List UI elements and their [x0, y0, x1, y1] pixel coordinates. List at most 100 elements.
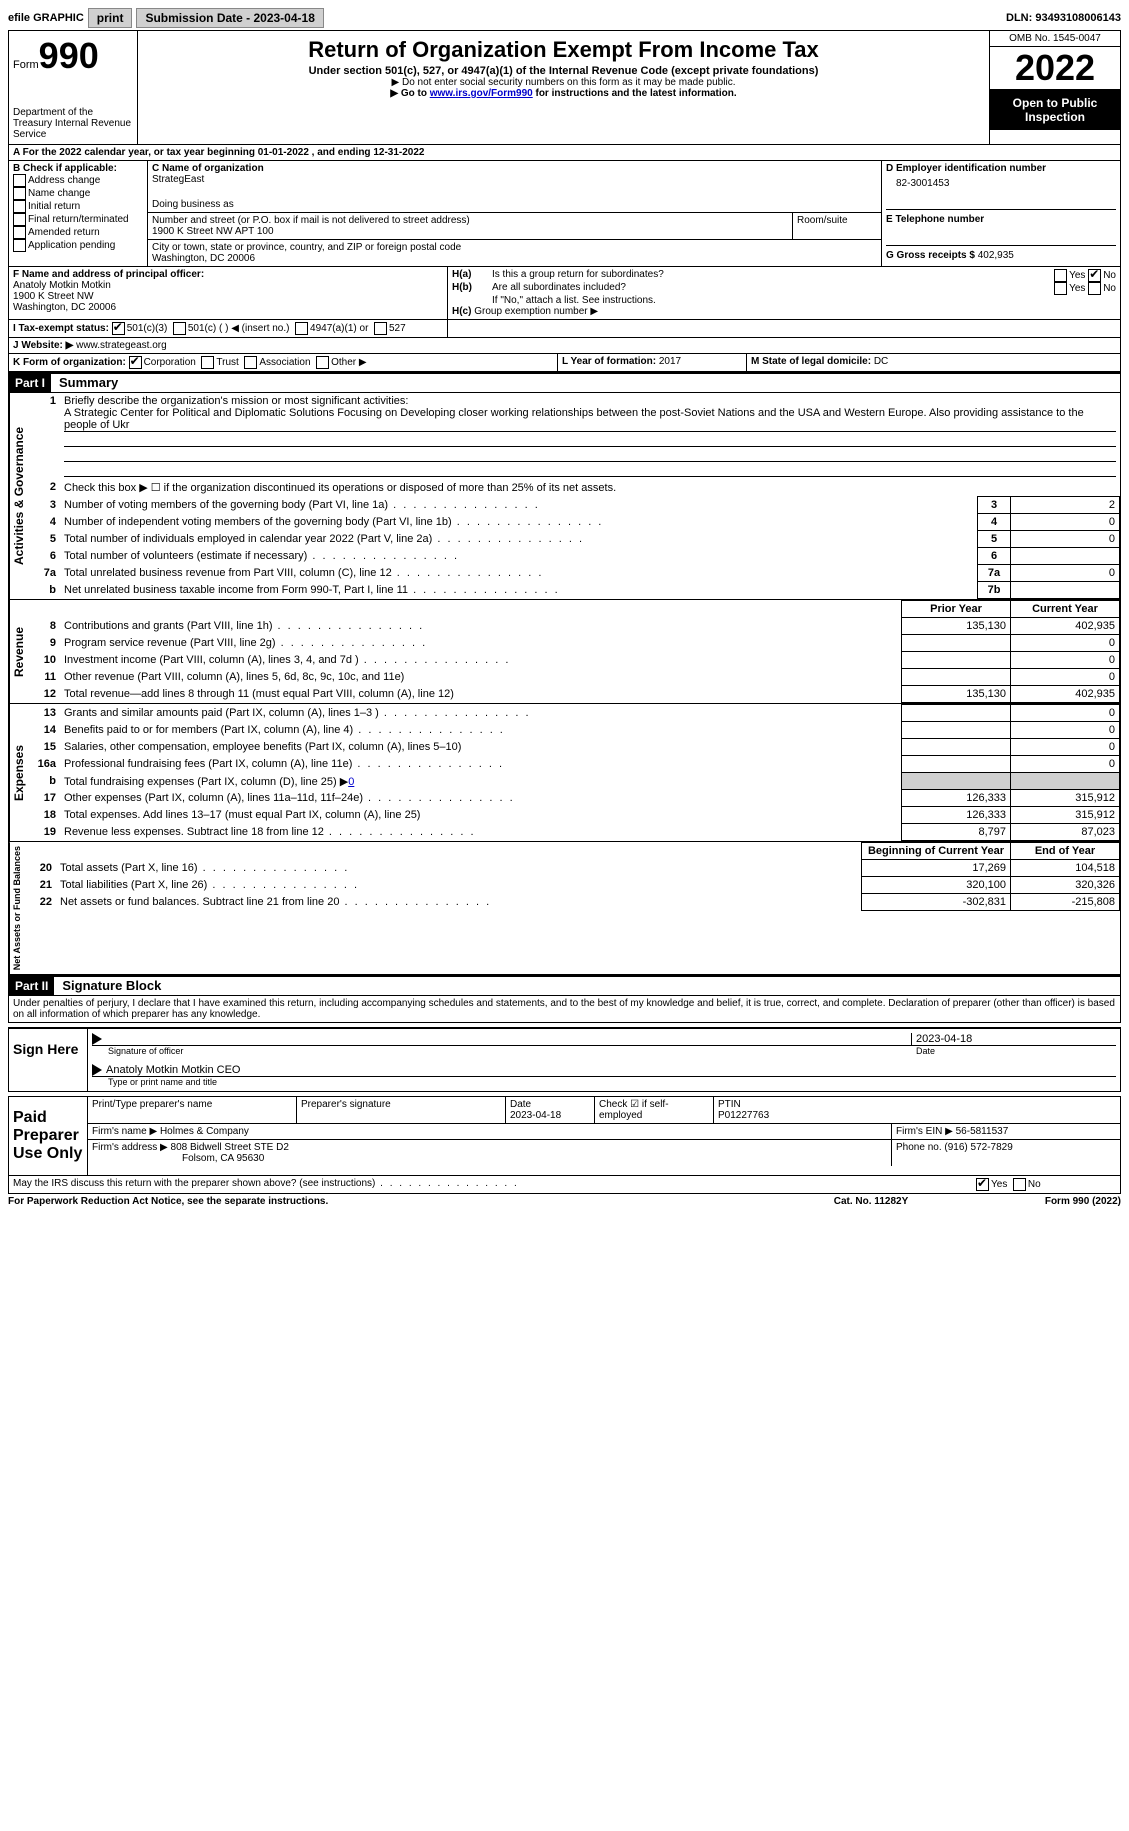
p12: 135,130	[902, 686, 1011, 703]
p21: 320,100	[862, 877, 1011, 894]
final-return-checkbox[interactable]	[13, 213, 26, 226]
website: www.strategeast.org	[76, 340, 167, 351]
527-checkbox[interactable]	[374, 322, 387, 335]
l-label: L Year of formation:	[562, 356, 656, 367]
ha-yes-checkbox[interactable]	[1054, 269, 1067, 282]
p8: 135,130	[902, 618, 1011, 635]
j-label: J Website: ▶	[13, 340, 73, 351]
submission-date-button[interactable]: Submission Date - 2023-04-18	[136, 8, 323, 28]
h-note: If "No," attach a list. See instructions…	[452, 295, 1116, 306]
form-title: Return of Organization Exempt From Incom…	[142, 37, 985, 63]
amended-return-checkbox[interactable]	[13, 226, 26, 239]
p17: 126,333	[902, 790, 1011, 807]
l19: Revenue less expenses. Subtract line 18 …	[64, 826, 476, 838]
gross-receipts: 402,935	[978, 250, 1014, 261]
k-label: K Form of organization:	[13, 357, 126, 368]
line-a: A For the 2022 calendar year, or tax yea…	[9, 145, 1120, 160]
l8: Contributions and grants (Part VIII, lin…	[64, 620, 424, 632]
officer-addr2: Washington, DC 20006	[13, 302, 443, 313]
activities-block: Activities & Governance 1 Briefly descri…	[8, 393, 1121, 600]
paid-preparer-label: Paid Preparer Use Only	[9, 1097, 88, 1175]
assoc-checkbox[interactable]	[244, 356, 257, 369]
city-state-zip: Washington, DC 20006	[152, 253, 877, 264]
discuss-no-checkbox[interactable]	[1013, 1178, 1026, 1191]
firm-name: Holmes & Company	[160, 1126, 249, 1137]
c14: 0	[1011, 722, 1120, 739]
form-subtitle: Under section 501(c), 527, or 4947(a)(1)…	[142, 65, 985, 77]
4947-checkbox[interactable]	[295, 322, 308, 335]
c17: 315,912	[1011, 790, 1120, 807]
street-address: 1900 K Street NW APT 100	[152, 226, 788, 237]
trust-checkbox[interactable]	[201, 356, 214, 369]
top-bar: efile GRAPHIC print Submission Date - 20…	[8, 8, 1121, 28]
p15	[902, 739, 1011, 756]
vert-net: Net Assets or Fund Balances	[9, 842, 24, 974]
self-employed: Check ☑ if self-employed	[595, 1097, 714, 1123]
l20: Total assets (Part X, line 16)	[60, 862, 349, 874]
discuss-yes-checkbox[interactable]	[976, 1178, 989, 1191]
l3: Number of voting members of the governin…	[64, 499, 540, 511]
p9	[902, 635, 1011, 652]
c20: 104,518	[1011, 860, 1120, 877]
p13	[902, 705, 1011, 722]
p20: 17,269	[862, 860, 1011, 877]
e-label: E Telephone number	[886, 214, 1116, 225]
hb-yes-checkbox[interactable]	[1054, 282, 1067, 295]
officer-typed-name: Anatoly Motkin Motkin CEO	[102, 1064, 1116, 1076]
v3: 2	[1011, 497, 1120, 514]
application-pending-checkbox[interactable]	[13, 239, 26, 252]
ha-no-checkbox[interactable]	[1088, 269, 1101, 282]
initial-return-checkbox[interactable]	[13, 200, 26, 213]
c21: 320,326	[1011, 877, 1120, 894]
l2: Check this box ▶ ☐ if the organization d…	[60, 479, 1120, 497]
prep-date: 2023-04-18	[510, 1110, 561, 1121]
name-change-checkbox[interactable]	[13, 187, 26, 200]
c8: 402,935	[1011, 618, 1120, 635]
dln-label: DLN: 93493108006143	[1006, 12, 1121, 24]
part2-title: Signature Block	[62, 978, 161, 993]
room-label: Room/suite	[793, 213, 881, 239]
hb-no-checkbox[interactable]	[1088, 282, 1101, 295]
print-button[interactable]: print	[88, 8, 133, 28]
firm-ein: 56-5811537	[956, 1126, 1009, 1137]
prep-sig-label: Preparer's signature	[297, 1097, 506, 1123]
officer-addr1: 1900 K Street NW	[13, 291, 443, 302]
l7a: Total unrelated business revenue from Pa…	[64, 567, 543, 579]
p18: 126,333	[902, 807, 1011, 824]
l16a: Professional fundraising fees (Part IX, …	[64, 758, 504, 770]
ssn-warning: ▶ Do not enter social security numbers o…	[142, 77, 985, 88]
officer-name: Anatoly Motkin Motkin	[13, 280, 443, 291]
v5: 0	[1011, 531, 1120, 548]
hb-label: Are all subordinates included?	[492, 282, 1054, 295]
irs-link[interactable]: www.irs.gov/Form990	[430, 88, 533, 99]
other-checkbox[interactable]	[316, 356, 329, 369]
l15: Salaries, other compensation, employee b…	[64, 741, 461, 753]
sign-here-block: Sign Here 2023-04-18 Signature of office…	[8, 1027, 1121, 1092]
domicile: DC	[874, 356, 888, 367]
l22: Net assets or fund balances. Subtract li…	[60, 896, 491, 908]
v7a: 0	[1011, 565, 1120, 582]
page-footer: For Paperwork Reduction Act Notice, see …	[8, 1194, 1121, 1207]
501c-checkbox[interactable]	[173, 322, 186, 335]
c15: 0	[1011, 739, 1120, 756]
l4: Number of independent voting members of …	[64, 516, 603, 528]
vert-revenue: Revenue	[9, 600, 28, 703]
p14	[902, 722, 1011, 739]
c18: 315,912	[1011, 807, 1120, 824]
v4: 0	[1011, 514, 1120, 531]
form-header: Form990 Department of the Treasury Inter…	[8, 30, 1121, 145]
part2-header: Part II	[9, 977, 54, 995]
address-change-checkbox[interactable]	[13, 174, 26, 187]
col-current: Current Year	[1011, 601, 1120, 618]
l17: Other expenses (Part IX, column (A), lin…	[64, 792, 515, 804]
corp-checkbox[interactable]	[129, 356, 142, 369]
efile-label: efile GRAPHIC	[8, 12, 84, 24]
l16b: Total fundraising expenses (Part IX, col…	[64, 776, 348, 788]
l1-label: Briefly describe the organization's miss…	[64, 395, 408, 407]
revenue-block: Revenue Prior YearCurrent Year 8Contribu…	[8, 600, 1121, 704]
part1-title: Summary	[59, 375, 118, 390]
p22: -302,831	[862, 894, 1011, 911]
c-label: C Name of organization	[152, 163, 877, 174]
c12: 402,935	[1011, 686, 1120, 703]
501c3-checkbox[interactable]	[112, 322, 125, 335]
